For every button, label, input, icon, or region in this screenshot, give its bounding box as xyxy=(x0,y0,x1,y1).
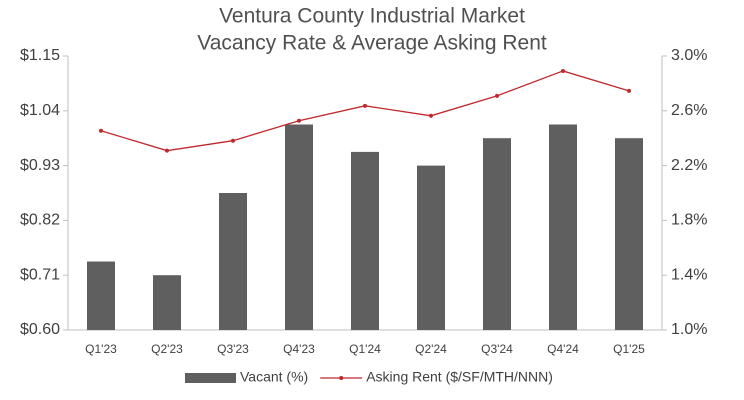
y2-tick-label: 2.2% xyxy=(671,157,707,174)
legend-swatch xyxy=(339,376,344,380)
line-marker xyxy=(99,128,103,133)
line-marker xyxy=(363,103,367,108)
legend-label: Vacant (%) xyxy=(240,369,308,385)
bar xyxy=(87,261,115,330)
y2-tick-label: 1.0% xyxy=(671,321,707,338)
line-marker xyxy=(429,113,433,118)
x-tick-label: Q4'23 xyxy=(283,342,315,356)
bar xyxy=(615,138,643,330)
y-tick-label: $0.93 xyxy=(20,157,60,174)
y2-tick-label: 1.4% xyxy=(671,266,707,283)
x-tick-label: Q2'24 xyxy=(415,342,447,356)
line-marker xyxy=(297,118,301,123)
y2-tick-label: 1.8% xyxy=(671,212,707,229)
bar xyxy=(351,151,379,330)
x-tick-label: Q1'23 xyxy=(85,342,117,356)
line-marker xyxy=(495,93,499,98)
y-tick-label: $0.82 xyxy=(20,212,60,229)
line-marker xyxy=(561,68,565,73)
chart-title: Ventura County Industrial Market xyxy=(219,5,525,28)
y-tick-label: $0.71 xyxy=(20,266,60,283)
y2-tick-label: 3.0% xyxy=(671,47,707,64)
bar xyxy=(219,193,247,330)
x-tick-label: Q1'25 xyxy=(613,342,645,356)
bar xyxy=(549,124,577,330)
bar xyxy=(285,124,313,330)
chart-title: Vacancy Rate & Average Asking Rent xyxy=(197,32,547,55)
bar xyxy=(417,165,445,330)
y2-tick-label: 2.6% xyxy=(671,102,707,119)
x-tick-label: Q3'24 xyxy=(481,342,513,356)
bar xyxy=(153,275,181,330)
x-tick-label: Q3'23 xyxy=(217,342,249,356)
legend-label: Asking Rent ($/SF/MTH/NNN) xyxy=(366,369,553,385)
line-marker xyxy=(165,148,169,153)
line-marker xyxy=(627,88,631,93)
line-marker xyxy=(231,138,235,143)
bar xyxy=(483,138,511,330)
x-tick-label: Q4'24 xyxy=(547,342,579,356)
y-tick-label: $0.60 xyxy=(20,321,60,338)
x-tick-label: Q1'24 xyxy=(349,342,381,356)
legend-swatch xyxy=(185,373,236,383)
x-tick-label: Q2'23 xyxy=(151,342,183,356)
y-tick-label: $1.04 xyxy=(20,102,60,119)
y-tick-label: $1.15 xyxy=(20,47,60,64)
